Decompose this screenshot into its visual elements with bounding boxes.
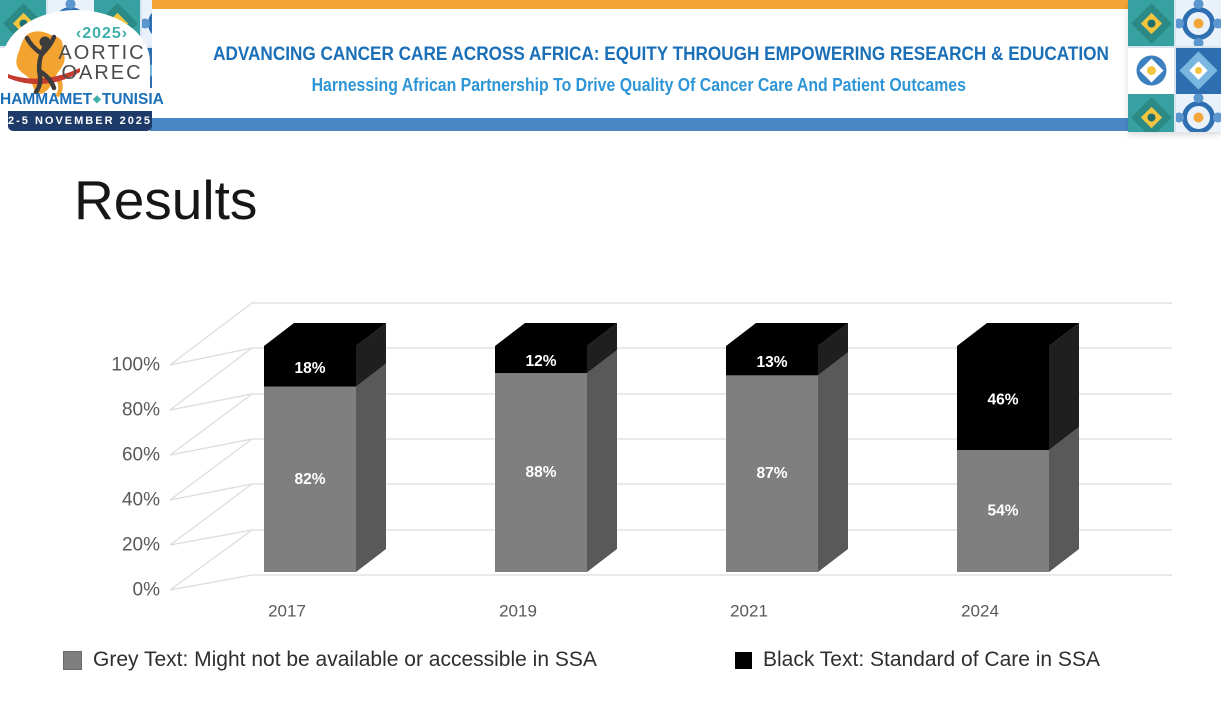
data-label-black: 18%: [294, 360, 325, 377]
bar-black-front: [957, 346, 1049, 450]
legend-swatch-black: [735, 651, 752, 669]
y-axis-tick-label: 40%: [122, 490, 160, 511]
x-axis-category-label: 2019: [499, 602, 537, 621]
bar-black-top: [264, 323, 386, 346]
bar-black-side: [818, 323, 848, 376]
header-orange-accent-bar: [150, 0, 1128, 9]
x-axis-category-label: 2024: [961, 602, 999, 621]
logo-org-oarec: OAREC: [61, 62, 143, 84]
bar-grey-front: [726, 375, 818, 572]
logo-white-strip: [0, 88, 152, 114]
tile-mosaic-decoration-right: [1128, 0, 1221, 132]
bar-black-side: [587, 323, 617, 374]
bar-black-top: [957, 323, 1079, 346]
x-axis-category-label: 2017: [268, 602, 306, 621]
gridline-leader: [169, 438, 253, 501]
bar-grey-front: [495, 373, 587, 572]
chart-legend: Grey Text: Might not be available or acc…: [0, 643, 1221, 675]
bar-black-side: [1049, 323, 1079, 450]
data-label-grey: 82%: [294, 471, 325, 488]
conference-logo: ‹2025› AORTIC OAREC HAMMAMET◆TUNISIA 2-5…: [0, 0, 164, 135]
data-label-grey: 54%: [987, 502, 1018, 519]
legend-swatch-grey: [63, 650, 82, 670]
logo-location: HAMMAMET◆TUNISIA: [0, 91, 164, 109]
bar-black-front: [264, 346, 356, 387]
logo-year: ‹2025›: [75, 25, 129, 42]
legend-label-black: Black Text: Standard of Care in SSA: [763, 648, 1100, 671]
gridline-leader: [169, 302, 253, 366]
gridline-leader: [169, 347, 253, 411]
gridline-leader: [169, 438, 253, 456]
x-axis-category-label: 2021: [730, 602, 768, 621]
legend-item-black: Black Text: Standard of Care in SSA: [735, 648, 1100, 672]
page-title: Results: [74, 169, 258, 231]
bar-grey-front: [957, 449, 1049, 572]
bar-black-front: [495, 346, 587, 374]
logo-date-banner: 2-5 NOVEMBER 2025: [8, 111, 152, 131]
data-label-grey: 88%: [525, 464, 556, 481]
y-axis-tick-label: 0%: [133, 580, 161, 601]
data-label-black: 13%: [756, 354, 787, 371]
gridline-leader: [169, 393, 253, 456]
y-axis-tick-label: 100%: [111, 355, 160, 376]
logo-org-aortic: AORTIC: [58, 42, 146, 64]
legend-item-grey: Grey Text: Might not be available or acc…: [63, 648, 597, 672]
data-label-black: 12%: [525, 353, 556, 370]
gridline-leader: [169, 483, 253, 501]
logo-location-city: HAMMAMET: [0, 91, 93, 108]
conference-title: ADVANCING CANCER CARE ACROSS AFRICA: EQU…: [213, 43, 1109, 65]
bar-grey-side: [1049, 426, 1079, 572]
y-axis-tick-label: 60%: [122, 445, 160, 466]
header-blue-accent-bar: [150, 118, 1128, 131]
gridline-leader: [169, 393, 253, 411]
y-axis-tick-label: 20%: [122, 535, 160, 556]
diamond-separator-icon: ◆: [93, 94, 101, 105]
bar-black-top: [495, 323, 617, 346]
data-label-black: 46%: [987, 391, 1018, 408]
gridline-leader: [169, 483, 253, 546]
conference-header: ADVANCING CANCER CARE ACROSS AFRICA: EQU…: [152, 9, 1126, 118]
gridline-leader: [169, 529, 253, 591]
bar-grey-side: [818, 352, 848, 572]
bar-grey-front: [264, 386, 356, 572]
logo-location-country: TUNISIA: [101, 91, 164, 108]
y-axis-tick-label: 80%: [122, 400, 160, 421]
bar-black-top: [726, 323, 848, 346]
gridline-leader: [169, 529, 253, 546]
conference-subtitle: Harnessing African Partnership To Drive …: [311, 75, 967, 95]
bar-grey-side: [587, 350, 617, 572]
gridline-leader: [169, 347, 253, 366]
bar-grey-side: [356, 363, 386, 572]
gridline-leader: [169, 574, 253, 591]
bar-black-front: [726, 346, 818, 376]
data-label-grey: 87%: [756, 465, 787, 482]
bar-black-side: [356, 323, 386, 387]
legend-label-grey: Grey Text: Might not be available or acc…: [93, 648, 597, 671]
africa-map-icon: [8, 31, 80, 97]
